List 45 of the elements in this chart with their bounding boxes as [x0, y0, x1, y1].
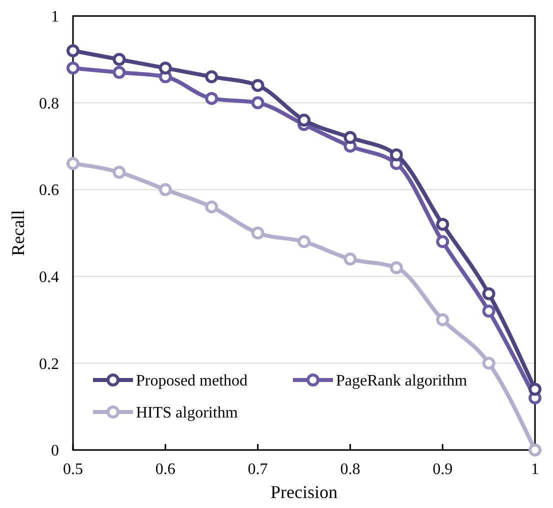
- point: [112, 66, 126, 79]
- point: [66, 44, 80, 58]
- x-tick-label: 0.9: [432, 461, 453, 478]
- point: [482, 356, 496, 370]
- point: [344, 252, 357, 266]
- point: [112, 166, 126, 179]
- point: [390, 148, 403, 162]
- x-tick-label: 0.6: [155, 461, 176, 478]
- point: [436, 218, 450, 231]
- y-tick-label: 0.8: [39, 95, 59, 112]
- y-axis-title: Recall: [8, 210, 28, 256]
- y-tick-label: 0.4: [39, 269, 59, 286]
- legend-label: PageRank algorithm: [336, 372, 468, 390]
- point: [66, 157, 80, 170]
- point: [112, 52, 126, 66]
- point: [390, 261, 403, 274]
- x-tick-label: 0.7: [248, 461, 268, 478]
- legend-label: Proposed method: [136, 372, 248, 390]
- y-tick-label: 1: [51, 8, 59, 26]
- x-tick-label: 0.8: [340, 461, 360, 478]
- point: [205, 70, 218, 84]
- point: [205, 200, 218, 214]
- point: [436, 235, 450, 248]
- y-tick-label: 0.2: [39, 356, 59, 373]
- y-tick-label: 0.6: [39, 182, 59, 200]
- x-tick-label: 1: [531, 461, 539, 478]
- point: [482, 304, 496, 318]
- point: [482, 287, 496, 300]
- point: [205, 92, 218, 105]
- point: [251, 96, 264, 110]
- legend-label: HITS algorithm: [136, 404, 238, 422]
- point: [436, 313, 450, 326]
- point: [251, 226, 264, 240]
- point: [66, 62, 80, 75]
- point: [298, 235, 310, 248]
- point: [344, 131, 357, 144]
- y-tick-label: 0: [51, 442, 59, 460]
- point: [528, 382, 542, 396]
- point: [298, 114, 310, 127]
- x-tick-label: 0.5: [63, 461, 83, 478]
- point: [528, 444, 542, 456]
- point: [158, 62, 172, 75]
- point: [251, 78, 264, 92]
- point: [158, 183, 172, 196]
- x-axis-title: Precision: [270, 482, 338, 502]
